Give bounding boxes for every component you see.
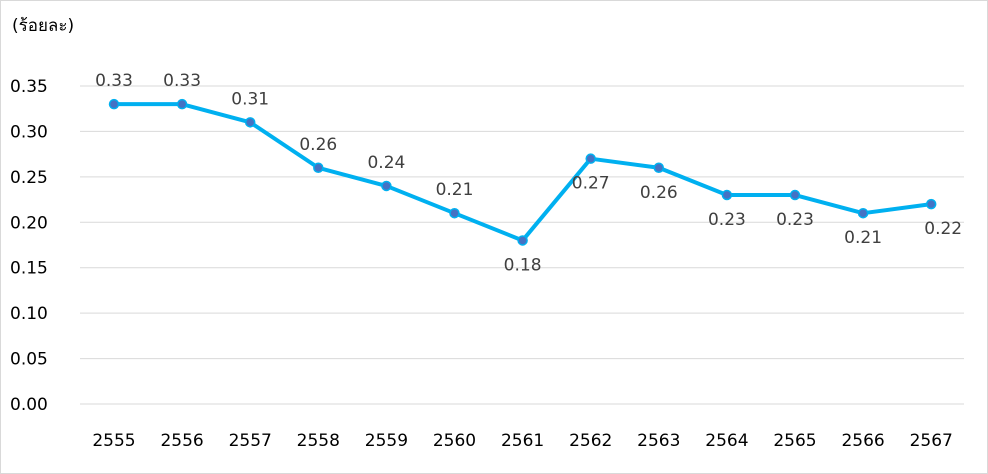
x-tick-label: 2559 [365, 431, 408, 451]
gridlines [80, 85, 964, 405]
data-point [653, 162, 665, 174]
data-point [789, 189, 801, 201]
data-point [313, 162, 324, 174]
y-tick-label: 0.25 [10, 168, 48, 188]
data-markers [108, 98, 937, 246]
x-tick-label: 2562 [569, 431, 612, 451]
x-tick-label: 2566 [841, 431, 884, 451]
x-tick-label: 2563 [637, 431, 680, 451]
x-tick-label: 2557 [229, 431, 272, 451]
data-point [381, 180, 392, 192]
y-tick-label: 0.00 [10, 395, 48, 415]
data-label: 0.27 [572, 174, 610, 194]
data-label: 0.23 [776, 210, 814, 230]
data-label: 0.31 [231, 89, 269, 109]
data-point [176, 98, 188, 110]
y-tick-label: 0.05 [10, 350, 48, 370]
x-tick-label: 2564 [705, 431, 748, 451]
x-tick-label: 2560 [433, 431, 476, 451]
data-label: 0.33 [95, 71, 133, 91]
data-label: 0.23 [708, 210, 746, 230]
data-point [244, 117, 256, 128]
data-label: 0.18 [504, 255, 542, 275]
data-point [585, 153, 596, 164]
data-point [449, 207, 460, 219]
data-label: 0.33 [163, 71, 201, 91]
x-tick-label: 2555 [92, 431, 135, 451]
y-tick-label: 0.15 [10, 259, 48, 279]
data-label: 0.24 [367, 153, 405, 173]
y-tick-label: 0.35 [10, 77, 48, 97]
y-tick-labels: 0.00 0.05 0.10 0.15 0.20 0.25 0.30 0.35 [10, 77, 48, 415]
y-axis-unit-label: (ร้อยละ) [12, 16, 75, 36]
x-tick-label: 2561 [501, 431, 544, 451]
x-tick-label: 2556 [160, 431, 203, 451]
data-point [108, 98, 120, 110]
y-tick-label: 0.30 [10, 122, 48, 142]
y-tick-label: 0.20 [10, 213, 48, 233]
data-point [517, 235, 528, 246]
data-label: 0.22 [924, 219, 962, 239]
x-tick-label: 2558 [297, 431, 340, 451]
data-label: 0.26 [640, 183, 678, 203]
data-point [857, 207, 869, 219]
data-labels: 0.33 0.33 0.31 0.26 0.24 0.21 0.18 0.27 0.26 0.23… [95, 71, 962, 275]
data-label: 0.26 [299, 135, 337, 155]
x-tick-labels: 2555 2556 2557 2558 2559 2560 2561 2562 2563 2564… [92, 431, 952, 451]
y-tick-label: 0.10 [10, 304, 48, 324]
x-tick-label: 2567 [910, 431, 953, 451]
data-label: 0.21 [844, 228, 882, 248]
data-point [721, 189, 733, 201]
data-label: 0.21 [436, 180, 474, 200]
data-point [925, 198, 937, 210]
x-tick-label: 2565 [773, 431, 816, 451]
